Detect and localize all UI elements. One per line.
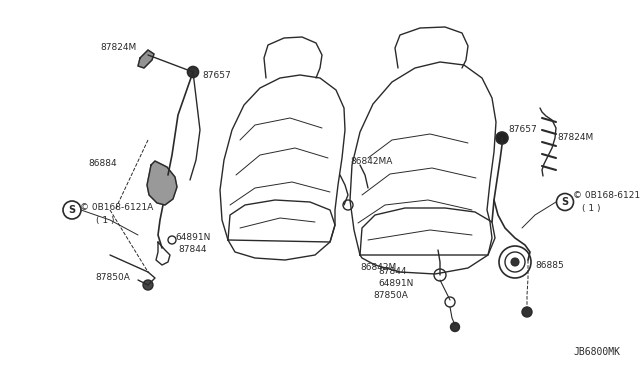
Circle shape [143,280,153,290]
Text: 86884: 86884 [88,158,116,167]
Text: 86885: 86885 [535,260,564,269]
Circle shape [496,132,508,144]
Text: 87657: 87657 [202,71,231,80]
Circle shape [188,67,198,77]
Circle shape [451,323,460,331]
Text: 87850A: 87850A [373,291,408,299]
Text: 86842M: 86842M [360,263,396,273]
Circle shape [522,307,532,317]
Text: 87657: 87657 [508,125,537,135]
Text: ( 1 ): ( 1 ) [582,203,600,212]
Text: JB6800MK: JB6800MK [574,347,621,357]
Text: 87824M: 87824M [557,134,593,142]
Text: S: S [68,205,76,215]
Text: 87850A: 87850A [95,273,130,282]
Polygon shape [138,50,154,68]
Text: 87844: 87844 [178,246,207,254]
Text: 86842MA: 86842MA [350,157,392,167]
Text: S: S [561,197,568,207]
Text: 64891N: 64891N [378,279,413,288]
Text: 87844: 87844 [378,267,406,276]
Circle shape [511,258,519,266]
Text: 87824M: 87824M [100,44,136,52]
Text: ( 1 ): ( 1 ) [96,215,115,224]
Text: © 0B168-6121A: © 0B168-6121A [573,190,640,199]
Text: © 0B168-6121A: © 0B168-6121A [80,202,153,212]
Polygon shape [147,161,177,205]
Text: 64891N: 64891N [175,234,211,243]
